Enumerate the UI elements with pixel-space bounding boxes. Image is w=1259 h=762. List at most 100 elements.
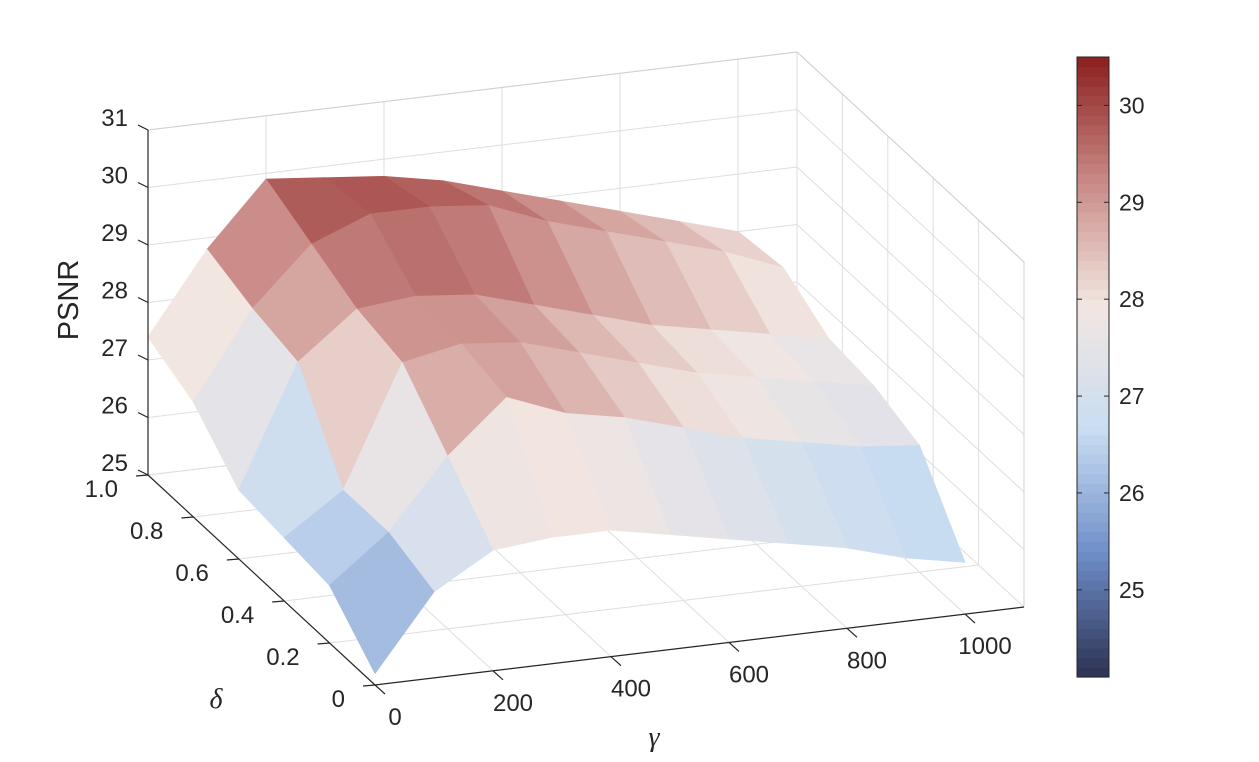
colorbar-segment <box>1077 318 1109 329</box>
colorbar-segment <box>1077 483 1109 494</box>
x-tick-label: 800 <box>847 647 887 674</box>
colorbar-segment <box>1077 425 1109 436</box>
colorbar: 25 26 27 28 29 30 <box>1076 56 1145 678</box>
colorbar-tick-label: 29 <box>1119 189 1145 215</box>
colorbar-tick-label: 28 <box>1119 286 1145 312</box>
colorbar-segment <box>1077 279 1109 291</box>
colorbar-segment <box>1077 522 1109 533</box>
surface-plot <box>147 175 966 675</box>
colorbar-tick-label: 26 <box>1119 480 1145 506</box>
colorbar-segment <box>1077 589 1109 601</box>
colorbar-segment <box>1077 182 1109 194</box>
colorbar-segment <box>1077 212 1109 223</box>
colorbar-segment <box>1077 202 1109 213</box>
colorbar-segment <box>1077 134 1109 145</box>
colorbar-segment <box>1077 667 1109 678</box>
x-axis-line <box>374 606 1025 686</box>
y-axis-label: δ <box>209 684 223 715</box>
z-axis-label: PSNR <box>53 260 85 341</box>
z-tick-mark <box>137 296 149 304</box>
colorbar-segment <box>1077 396 1109 407</box>
colorbar-segment <box>1077 250 1109 262</box>
x-tick-mark <box>374 684 386 695</box>
x-tick-label: 600 <box>729 661 769 688</box>
side-wall-grid-line <box>796 224 1025 435</box>
colorbar-segment <box>1077 173 1109 184</box>
z-tick-label: 31 <box>101 105 128 132</box>
x-tick-mark <box>492 670 504 681</box>
y-tick-label: 0.6 <box>175 560 208 587</box>
y-tick-mark <box>272 600 285 603</box>
axis-ticks: 0 200 400 600 800 1000 0 0.2 0.4 0.6 0.8 1.025 26 27 2… <box>85 105 1025 731</box>
x-tick-mark <box>964 613 976 624</box>
colorbar-segment <box>1077 66 1109 77</box>
colorbar-segment <box>1077 618 1109 630</box>
colorbar-segment <box>1077 299 1109 310</box>
colorbar-segment <box>1077 599 1109 610</box>
z-tick-label: 26 <box>101 393 128 420</box>
colorbar-segment <box>1077 415 1109 426</box>
colorbar-segment <box>1077 221 1109 232</box>
colorbar-segment <box>1077 328 1109 339</box>
z-tick-label: 27 <box>101 335 128 362</box>
x-tick-mark <box>846 627 858 638</box>
colorbar-segment <box>1077 463 1109 475</box>
colorbar-segment <box>1077 657 1109 668</box>
colorbar-tick-label: 27 <box>1119 383 1145 409</box>
colorbar-segment <box>1077 367 1109 378</box>
y-tick-mark <box>317 642 330 645</box>
colorbar-segment <box>1077 628 1109 639</box>
colorbar-segment <box>1077 260 1109 271</box>
side-wall-grid-line <box>796 166 1025 378</box>
colorbar-segment <box>1077 308 1109 320</box>
colorbar-segment <box>1077 609 1109 620</box>
surface-patch <box>329 531 435 675</box>
colorbar-segment <box>1077 551 1109 562</box>
z-tick-mark <box>137 469 149 476</box>
x-axis-label: γ <box>648 722 660 753</box>
x-tick-label: 200 <box>493 690 533 717</box>
x-tick-label: 400 <box>611 676 651 703</box>
colorbar-segment <box>1077 647 1109 659</box>
colorbar-segment <box>1077 444 1109 455</box>
colorbar-tick-label: 25 <box>1119 577 1145 603</box>
y-tick-mark <box>181 516 194 519</box>
colorbar-segment <box>1077 376 1109 387</box>
colorbar-segment <box>1077 105 1109 116</box>
colorbar-segment <box>1077 270 1109 281</box>
y-tick-label: 0 <box>332 686 345 713</box>
colorbar-segment <box>1077 163 1109 174</box>
colorbar-tick-label: 30 <box>1119 92 1145 118</box>
y-tick-label: 0.2 <box>266 644 299 671</box>
colorbar-segment <box>1077 289 1109 300</box>
y-tick-mark <box>362 684 376 687</box>
colorbar-segment <box>1077 502 1109 513</box>
z-tick-label: 30 <box>101 163 128 190</box>
colorbar-segment <box>1077 454 1109 465</box>
z-tick-mark <box>137 124 149 131</box>
colorbar-segment <box>1077 241 1109 252</box>
colorbar-segment <box>1077 386 1109 397</box>
colorbar-segment <box>1077 231 1109 242</box>
colorbar-segment <box>1077 76 1109 87</box>
z-tick-label: 25 <box>101 450 128 477</box>
colorbar-segment <box>1077 192 1109 203</box>
colorbar-segment <box>1077 86 1109 97</box>
z-tick-label: 29 <box>101 220 128 247</box>
colorbar-segment <box>1077 95 1109 107</box>
colorbar-segment <box>1077 153 1109 165</box>
colorbar-segment <box>1077 473 1109 484</box>
box-edge <box>147 51 798 131</box>
box-edge <box>796 51 1025 263</box>
colorbar-segment <box>1077 531 1109 542</box>
colorbar-segment <box>1077 570 1109 581</box>
colorbar-segment <box>1077 541 1109 552</box>
side-wall-grid-line <box>796 109 1025 320</box>
colorbar-segment <box>1077 57 1109 68</box>
colorbar-segment <box>1077 580 1109 591</box>
y-tick-mark <box>135 474 149 477</box>
back-wall-grid-line <box>147 109 798 188</box>
colorbar-segment <box>1077 434 1109 446</box>
z-tick-label: 28 <box>101 278 128 305</box>
